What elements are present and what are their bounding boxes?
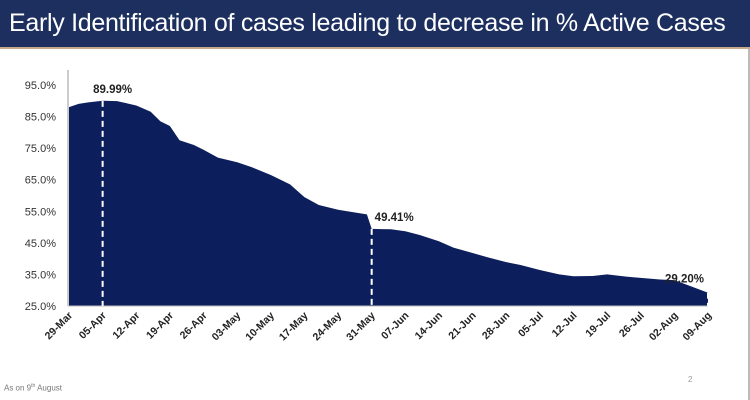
- title-bar: Early Identification of cases leading to…: [0, 0, 750, 49]
- active-cases-area: [69, 100, 708, 306]
- x-tick-label: 12-Jul: [550, 310, 580, 340]
- x-tick-label: 09-Aug: [680, 310, 714, 344]
- page-number: 2: [688, 375, 693, 384]
- x-tick-label: 14-Jun: [413, 310, 445, 342]
- x-tick-label: 02-Aug: [647, 310, 681, 344]
- x-tick-label: 05-Apr: [77, 310, 109, 342]
- x-tick-label: 03-May: [210, 310, 244, 344]
- x-tick-label: 05-Jul: [516, 310, 546, 340]
- y-tick-label: 25.0%: [25, 301, 56, 313]
- y-tick-label: 55.0%: [25, 206, 56, 218]
- x-tick-label: 07-Jun: [379, 310, 411, 342]
- y-tick-label: 75.0%: [25, 143, 56, 155]
- footer-prefix: As on 9: [4, 383, 32, 393]
- y-tick-label: 65.0%: [25, 175, 56, 187]
- y-tick-label: 35.0%: [25, 269, 56, 281]
- x-tick-label: 19-Jul: [583, 310, 613, 340]
- y-tick-label: 95.0%: [25, 80, 56, 92]
- footer-suffix: August: [35, 383, 62, 393]
- slide-title: Early Identification of cases leading to…: [9, 9, 726, 37]
- slide-border: [748, 49, 750, 400]
- annotation-label: 89.99%: [93, 84, 132, 96]
- annotation-label: 49.41%: [375, 212, 414, 224]
- x-tick-label: 10-May: [243, 310, 277, 344]
- x-tick-label: 24-May: [311, 310, 345, 344]
- x-tick-label: 29-Mar: [43, 310, 75, 342]
- footer-sup: th: [31, 383, 36, 389]
- x-tick-label: 26-Jul: [617, 310, 647, 340]
- y-tick-label: 45.0%: [25, 238, 56, 250]
- x-tick-label: 19-Apr: [144, 310, 176, 342]
- x-tick-label: 12-Apr: [110, 310, 142, 342]
- x-tick-label: 26-Apr: [178, 310, 210, 342]
- x-tick-label: 17-May: [277, 310, 311, 344]
- x-tick-label: 21-Jun: [446, 310, 478, 342]
- annotation-label: 29.20%: [665, 274, 704, 286]
- y-tick-label: 85.0%: [25, 112, 56, 124]
- footer-note: As on 9th August: [4, 383, 62, 393]
- x-tick-label: 28-Jun: [480, 310, 512, 342]
- x-tick-label: 31-May: [344, 310, 378, 344]
